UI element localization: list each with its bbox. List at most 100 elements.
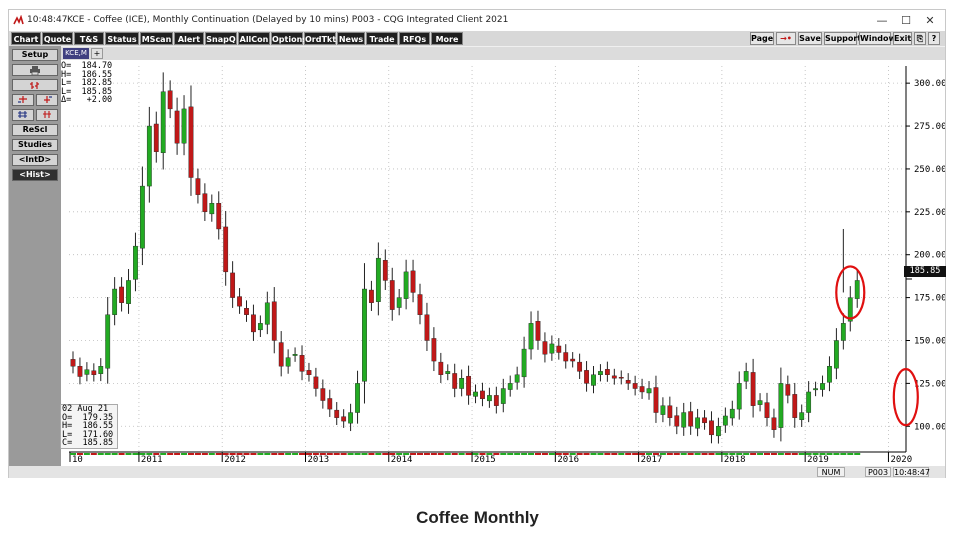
- candle-body: [514, 374, 520, 383]
- menu-allcon[interactable]: AllCon: [238, 32, 270, 45]
- month-strip-mark: [201, 453, 208, 455]
- menu-more[interactable]: More: [431, 32, 463, 45]
- candle-body: [820, 383, 825, 390]
- cqg-logo-icon: [13, 15, 24, 26]
- candle-body: [618, 377, 624, 379]
- candle-body: [299, 355, 305, 372]
- studies-button[interactable]: Studies: [12, 139, 58, 151]
- candle-body: [119, 286, 124, 303]
- maximize-icon[interactable]: ☐: [901, 14, 911, 27]
- intraday-button[interactable]: <IntD>: [12, 154, 58, 166]
- candle-body: [438, 361, 444, 376]
- candle-body: [771, 417, 777, 430]
- save-button[interactable]: Save: [798, 32, 822, 45]
- month-strip-mark: [125, 453, 132, 455]
- candle-body: [757, 400, 763, 405]
- month-strip-mark: [659, 453, 666, 455]
- menu-chart[interactable]: Chart: [11, 32, 41, 45]
- month-strip-mark: [347, 453, 354, 455]
- month-strip-mark: [264, 453, 271, 455]
- menu-alert[interactable]: Alert: [174, 32, 204, 45]
- candle-body: [278, 342, 284, 367]
- setup-button[interactable]: Setup: [12, 49, 58, 61]
- candle-body: [382, 260, 388, 281]
- month-strip-mark: [326, 453, 333, 455]
- link-arrow-button[interactable]: →•: [776, 32, 796, 45]
- candle-body: [500, 388, 506, 404]
- close-icon[interactable]: ✕: [925, 14, 935, 27]
- candle-body: [792, 394, 798, 418]
- month-strip-mark: [764, 453, 770, 455]
- zoom-out-button[interactable]: [36, 94, 58, 106]
- candle-body: [327, 398, 333, 410]
- zoom-in-icon: [18, 96, 27, 103]
- month-strip-mark: [625, 453, 632, 455]
- candle-body: [285, 357, 291, 367]
- exit-button[interactable]: Exit: [893, 32, 912, 45]
- month-strip-mark: [590, 453, 597, 455]
- candle-body: [729, 408, 735, 419]
- print-button[interactable]: [12, 64, 58, 76]
- month-strip-mark: [70, 453, 76, 455]
- month-strip-mark: [333, 453, 340, 455]
- menu-trade[interactable]: Trade: [366, 32, 398, 45]
- month-strip-mark: [798, 453, 805, 455]
- candle-body: [507, 383, 513, 390]
- candle-body: [362, 288, 367, 382]
- minimize-icon[interactable]: —: [876, 14, 888, 27]
- month-strip-mark: [604, 453, 611, 455]
- page-button[interactable]: Page: [750, 32, 774, 45]
- status-num: NUM: [817, 467, 845, 477]
- add-tab-button[interactable]: +: [91, 48, 103, 59]
- menu-ordtkt[interactable]: OrdTkt: [304, 32, 336, 45]
- candle-body: [813, 388, 818, 391]
- tab-kce-m[interactable]: KCE,M: [63, 48, 89, 59]
- month-strip-mark: [354, 453, 361, 455]
- menu-ts[interactable]: T&S: [74, 32, 104, 45]
- candle-body: [91, 370, 97, 376]
- menu-quote[interactable]: Quote: [42, 32, 73, 45]
- candle-body: [424, 314, 430, 341]
- menu-rfqs[interactable]: RFQs: [399, 32, 430, 45]
- candle-body: [702, 417, 707, 424]
- month-strip-mark: [208, 453, 215, 455]
- month-strip-mark: [187, 453, 194, 455]
- month-strip-mark: [430, 453, 437, 455]
- candle-body: [493, 395, 499, 406]
- copy-icon[interactable]: ⎘: [914, 32, 926, 45]
- bars-less-button[interactable]: [36, 109, 58, 121]
- help-button[interactable]: ?: [928, 32, 940, 45]
- month-strip-mark: [541, 453, 548, 455]
- bars-more-button[interactable]: [12, 109, 34, 121]
- candle-body: [674, 415, 680, 427]
- month-strip-mark: [555, 453, 562, 455]
- month-strip-mark: [826, 453, 833, 455]
- menu-options[interactable]: Options: [271, 32, 307, 45]
- zoom-in-button[interactable]: [12, 94, 34, 106]
- month-strip-mark: [278, 453, 285, 455]
- candle-body: [840, 323, 846, 341]
- candlestick-chart[interactable]: 100.00 125.00 150.00 175.00 200.00 225.00 250.…: [61, 60, 945, 466]
- month-strip-mark: [757, 453, 764, 455]
- candle-body: [355, 383, 360, 413]
- month-strip-mark: [257, 453, 264, 455]
- candle-body: [257, 323, 263, 331]
- menu-news[interactable]: News: [337, 32, 365, 45]
- x-tick-label: 2017: [641, 455, 663, 465]
- menu-mscan[interactable]: MScan: [140, 32, 173, 45]
- month-strip-mark: [160, 453, 167, 455]
- window-button[interactable]: Window: [859, 32, 896, 45]
- rescale-button[interactable]: ReScl: [12, 124, 58, 136]
- chart-type-button[interactable]: [12, 79, 58, 91]
- menu-snapq[interactable]: SnapQ: [205, 32, 237, 45]
- support-button[interactable]: Support: [824, 32, 862, 45]
- month-strip-mark: [548, 453, 555, 455]
- candle-body: [153, 123, 159, 152]
- historical-button[interactable]: <Hist>: [12, 169, 58, 181]
- chart-area[interactable]: 100.00 125.00 150.00 175.00 200.00 225.00 250.…: [61, 60, 945, 466]
- bars-less-icon: [43, 111, 51, 118]
- status-time: 10:48:47: [893, 467, 930, 477]
- month-strip-mark: [319, 453, 326, 455]
- month-strip-mark: [791, 453, 798, 455]
- menu-status[interactable]: Status: [105, 32, 139, 45]
